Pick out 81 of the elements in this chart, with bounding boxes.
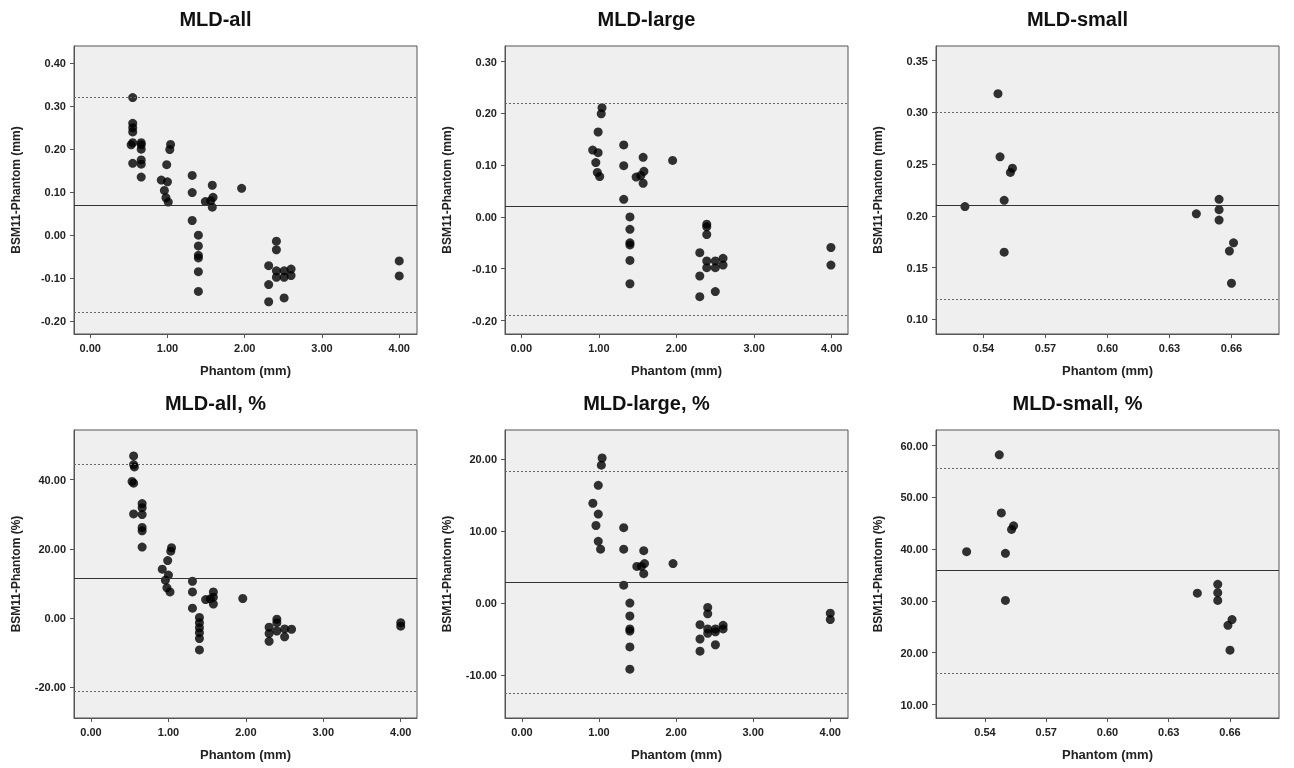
y-tick-label: 0.25 <box>906 158 928 171</box>
x-tick-label: 3.00 <box>312 725 335 738</box>
x-axis-title: Phantom (mm) <box>200 747 291 762</box>
y-tick-label: 0.10 <box>906 313 928 326</box>
y-tick-label: 20.00 <box>38 542 66 555</box>
x-tick-label: 2.00 <box>665 725 687 738</box>
x-tick-label: 0.60 <box>1096 341 1119 354</box>
x-axis-title: Phantom (mm) <box>1062 747 1153 762</box>
y-tick-label: 60.00 <box>900 439 928 452</box>
y-tick-label: 0.10 <box>44 186 66 199</box>
x-tick-label: 1.00 <box>156 341 179 354</box>
x-tick-label: 0.57 <box>1035 725 1057 738</box>
y-tick-label: 0.15 <box>906 261 928 274</box>
x-tick-label: 3.00 <box>743 341 765 354</box>
y-tick-label: 10.00 <box>900 698 928 711</box>
y-tick-label: 0.30 <box>475 55 497 68</box>
y-tick-label: 0.30 <box>906 106 928 119</box>
y-tick-label: 10.00 <box>469 525 497 538</box>
y-tick-label: 0.00 <box>475 210 497 223</box>
y-tick-label: 0.20 <box>44 143 66 156</box>
y-axis-title: BSM11-Phantom (%) <box>9 515 23 633</box>
y-tick-label: 40.00 <box>900 543 928 556</box>
chart-title: MLD-small <box>1026 8 1129 30</box>
y-tick-label: 0.20 <box>475 107 497 120</box>
y-axis-title: BSM11-Phantom (%) <box>440 515 454 633</box>
y-tick-label: 0.30 <box>44 100 66 113</box>
chart-title: MLD-large, % <box>583 392 711 414</box>
y-tick-label: 50.00 <box>900 491 928 504</box>
y-tick-label: -0.10 <box>40 272 66 285</box>
y-tick-label: 0.10 <box>475 159 497 172</box>
y-tick-label: 20.00 <box>900 646 928 659</box>
x-tick-label: 0.00 <box>511 725 533 738</box>
x-tick-label: 1.00 <box>157 725 180 738</box>
y-tick-label: 30.00 <box>900 594 928 607</box>
y-tick-label: -0.20 <box>471 314 497 327</box>
x-tick-label: 4.00 <box>819 725 841 738</box>
y-tick-label: 0.00 <box>44 229 66 242</box>
x-tick-label: 0.00 <box>510 341 533 354</box>
y-tick-label: 0.40 <box>44 57 66 70</box>
x-tick-label: 3.00 <box>742 725 764 738</box>
x-axis-title: Phantom (mm) <box>631 747 722 762</box>
chart-title: MLD-all <box>179 8 252 30</box>
x-axis-title: Phantom (mm) <box>631 363 722 378</box>
x-tick-label: 4.00 <box>820 341 843 354</box>
y-axis-title: BSM11-Phantom (%) <box>871 515 885 633</box>
x-tick-label: 2.00 <box>665 341 688 354</box>
y-tick-label: -20.00 <box>34 680 66 693</box>
y-tick-label: 40.00 <box>38 473 66 486</box>
y-tick-label: 0.20 <box>906 209 928 222</box>
x-tick-label: 2.00 <box>234 341 256 354</box>
x-tick-label: 0.63 <box>1158 341 1181 354</box>
y-tick-label: 0.00 <box>475 597 497 610</box>
x-tick-label: 4.00 <box>390 725 412 738</box>
x-tick-label: 2.00 <box>235 725 257 738</box>
x-tick-label: 3.00 <box>311 341 333 354</box>
x-tick-label: 0.00 <box>79 341 101 354</box>
y-axis-title: BSM11-Phantom (mm) <box>440 126 454 254</box>
y-axis-title: BSM11-Phantom (mm) <box>871 126 885 254</box>
x-axis-title: Phantom (mm) <box>1062 363 1153 378</box>
y-tick-label: -0.20 <box>40 315 66 328</box>
y-tick-label: -0.10 <box>471 262 497 275</box>
x-tick-label: 1.00 <box>588 341 610 354</box>
x-tick-label: 0.66 <box>1220 341 1243 354</box>
x-tick-label: 0.54 <box>972 341 996 354</box>
chart-title: MLD-large <box>597 8 696 30</box>
x-tick-label: 0.57 <box>1034 341 1057 354</box>
y-tick-label: 0.35 <box>906 54 928 67</box>
y-tick-label: -10.00 <box>465 668 497 681</box>
x-tick-label: 0.54 <box>974 725 997 738</box>
x-tick-label: 0.63 <box>1158 725 1180 738</box>
x-axis-title: Phantom (mm) <box>200 363 291 378</box>
y-tick-label: 0.00 <box>44 611 66 624</box>
chart-title: MLD-all, % <box>164 392 267 414</box>
chart-title: MLD-small, % <box>1012 392 1143 414</box>
x-tick-label: 0.66 <box>1219 725 1241 738</box>
x-tick-label: 0.00 <box>80 725 102 738</box>
x-tick-label: 0.60 <box>1096 725 1119 738</box>
x-tick-label: 1.00 <box>588 725 610 738</box>
y-axis-title: BSM11-Phantom (mm) <box>9 126 23 254</box>
y-tick-label: 20.00 <box>469 453 497 466</box>
x-tick-label: 4.00 <box>388 341 410 354</box>
